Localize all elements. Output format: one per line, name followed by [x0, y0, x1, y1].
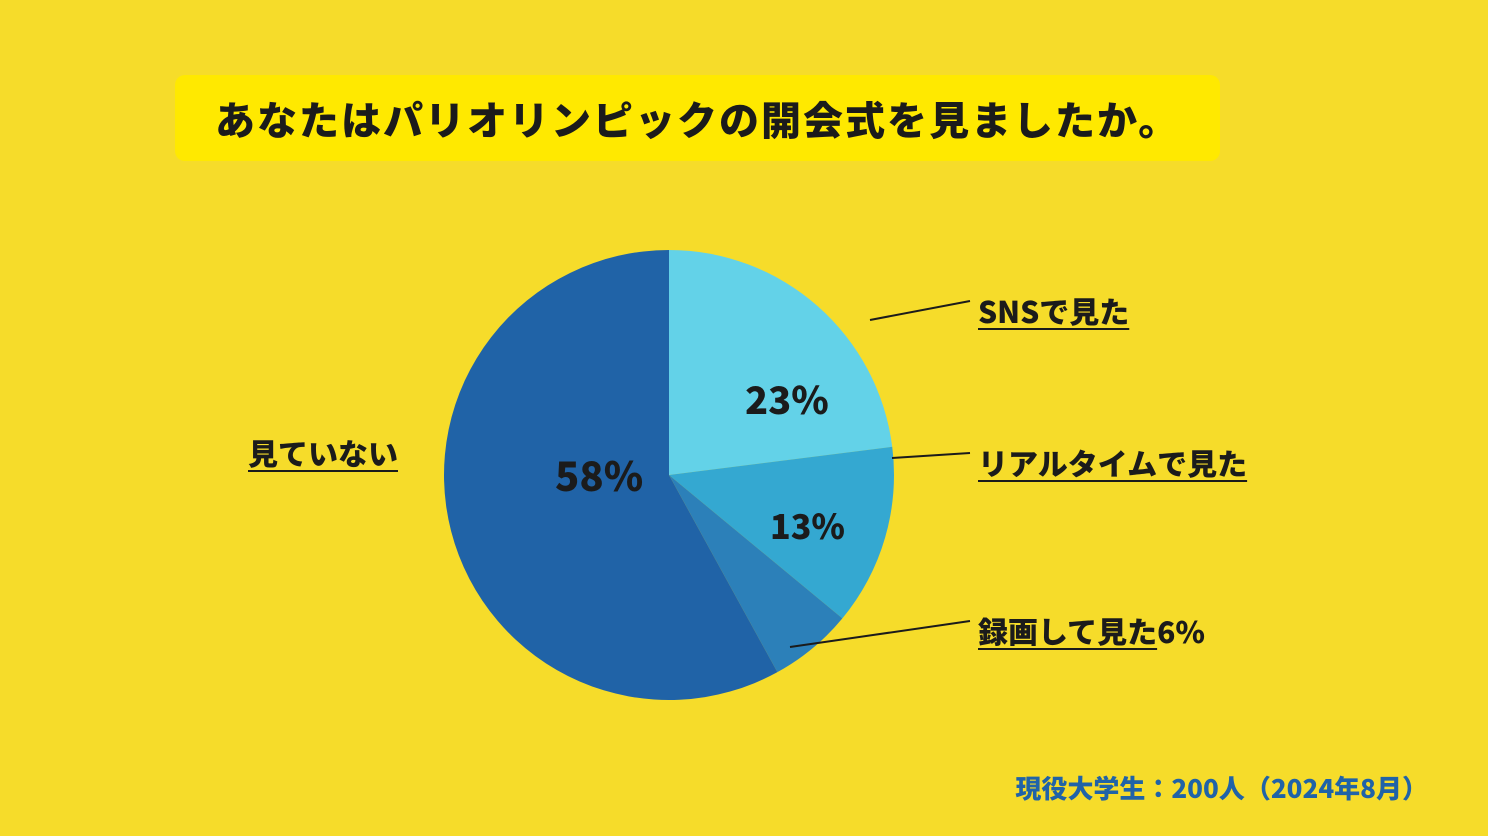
slice-label-2: 録画して見た 6%	[978, 608, 1205, 652]
slice-label-1: リアルタイムで見た	[978, 440, 1247, 484]
slice-label-percent-2: 6%	[1157, 608, 1205, 652]
slice-label-0: SNSで見た	[978, 288, 1129, 332]
slice-percent-1: 13%	[770, 500, 845, 549]
leader-line-0	[870, 301, 970, 320]
footer-note: 現役大学生：200人（2024年8月）	[1015, 769, 1428, 806]
leader-line-1	[892, 453, 970, 458]
slice-percent-0: 23%	[745, 370, 829, 425]
slice-label-3: 見ていない	[248, 430, 398, 474]
slice-label-text-2: 録画して見た	[978, 608, 1157, 652]
pie-slice-0	[669, 250, 892, 475]
pie-chart	[0, 0, 1488, 836]
slice-percent-3: 58%	[555, 445, 643, 503]
